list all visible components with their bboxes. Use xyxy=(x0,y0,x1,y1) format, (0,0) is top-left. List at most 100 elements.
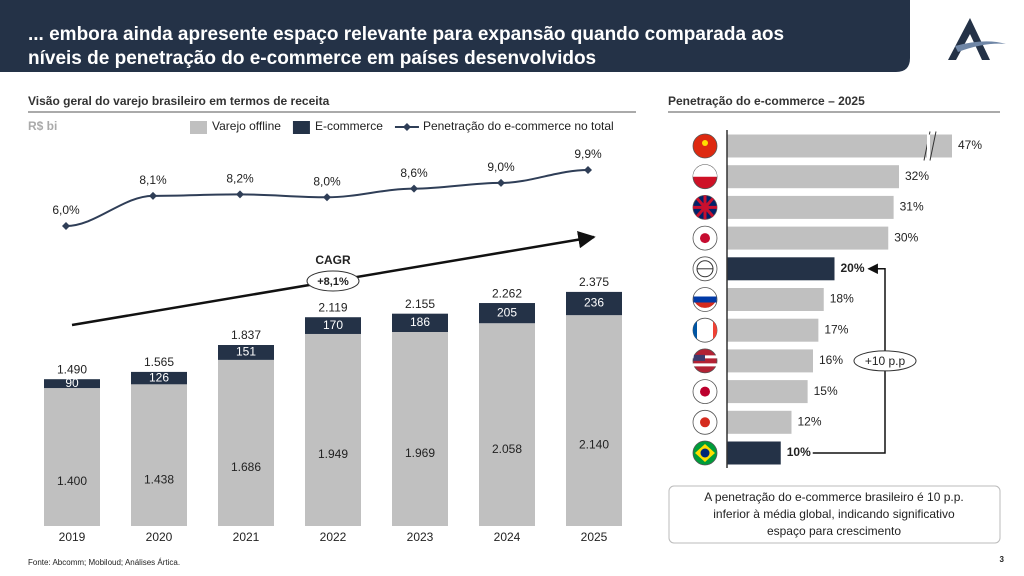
value-label: 47% xyxy=(958,138,982,152)
bar xyxy=(727,410,792,434)
bar-label: 90 xyxy=(65,376,79,390)
bar xyxy=(727,380,808,404)
bracket-label: +10 p.p xyxy=(865,354,906,368)
bar-segment xyxy=(566,291,622,316)
bar-segment xyxy=(479,323,535,526)
legend-swatch xyxy=(190,121,207,134)
x-tick-label: 2019 xyxy=(59,530,86,544)
total-label: 1.565 xyxy=(144,355,174,369)
total-label: 2.262 xyxy=(492,286,522,300)
total-label: 2.155 xyxy=(405,297,435,311)
flag xyxy=(692,256,718,282)
flag xyxy=(692,440,718,466)
bar-segment xyxy=(392,313,448,333)
bar-label: 126 xyxy=(149,370,169,384)
bar-label: 1.400 xyxy=(57,474,87,488)
bar xyxy=(727,349,813,373)
bar-label: 170 xyxy=(323,318,343,332)
line-label: 8,6% xyxy=(400,166,428,180)
x-tick-label: 2023 xyxy=(407,530,434,544)
bar-segment xyxy=(44,388,100,526)
bar-segment xyxy=(44,379,100,389)
bar xyxy=(727,441,781,465)
flag-part xyxy=(695,302,715,308)
flag xyxy=(692,194,718,220)
value-label: 15% xyxy=(814,384,838,398)
line-marker xyxy=(149,191,157,200)
bar-label: 1.686 xyxy=(231,460,261,474)
chart-title: Visão geral do varejo brasileiro em term… xyxy=(28,94,330,108)
total-label: 1.837 xyxy=(231,328,261,342)
bar xyxy=(727,257,835,281)
unit-label: R$ bi xyxy=(28,119,57,133)
bar-segment xyxy=(218,345,274,360)
note-text: espaço para crescimento xyxy=(767,524,901,538)
flag xyxy=(692,164,718,190)
bar-label: 186 xyxy=(410,315,430,329)
axis-break-gap xyxy=(927,134,930,158)
value-label: 18% xyxy=(830,292,854,306)
header-title: ... embora ainda apresente espaço releva… xyxy=(28,24,784,45)
flag xyxy=(692,133,718,159)
flag-part xyxy=(700,233,710,244)
bar xyxy=(727,318,819,342)
flag xyxy=(692,287,718,312)
flag xyxy=(692,379,718,405)
bar-label: 236 xyxy=(584,296,604,310)
line-marker xyxy=(236,190,244,199)
header-title: níveis de penetração do e-commerce em pa… xyxy=(28,48,596,69)
bar-label: 151 xyxy=(236,345,256,359)
cagr-bubble xyxy=(306,270,360,292)
line-label: 8,1% xyxy=(139,173,167,187)
bar xyxy=(727,165,899,189)
x-tick-label: 2025 xyxy=(581,530,608,544)
x-tick-label: 2022 xyxy=(320,530,347,544)
value-label: 31% xyxy=(900,200,924,214)
flag xyxy=(692,317,718,343)
bar-label: 1.969 xyxy=(405,446,435,460)
flag-part xyxy=(700,448,710,458)
legend-label: Varejo offline xyxy=(212,119,281,133)
flag-part xyxy=(692,321,697,340)
bar-label: 1.949 xyxy=(318,447,348,461)
source: Fonte: Abcomm; Mobiloud; Análises Ártica… xyxy=(28,558,180,567)
bar-segment xyxy=(305,333,361,526)
flag-part xyxy=(713,321,718,340)
line-marker xyxy=(497,178,505,187)
bar-segment xyxy=(305,317,361,334)
flag xyxy=(692,409,718,435)
flag xyxy=(692,348,718,374)
logo xyxy=(948,18,1006,60)
cagr-value: +8,1% xyxy=(317,276,349,288)
flag-part xyxy=(700,386,710,397)
bar xyxy=(727,195,894,219)
line-marker xyxy=(62,222,70,230)
bar-segment xyxy=(218,359,274,526)
bar-label: 1.438 xyxy=(144,472,174,486)
x-tick-label: 2024 xyxy=(494,530,521,544)
chart-title: Penetração do e-commerce – 2025 xyxy=(668,94,865,108)
line-marker xyxy=(323,193,331,202)
legend-label: Penetração do e-commerce no total xyxy=(423,119,614,133)
total-label: 1.490 xyxy=(57,362,87,376)
value-label: 10% xyxy=(787,445,811,459)
legend-label: E-commerce xyxy=(315,119,383,133)
bar xyxy=(727,288,824,311)
flag-part xyxy=(693,354,705,361)
line-label: 8,2% xyxy=(226,172,254,186)
flag-part xyxy=(693,195,717,220)
bar-label: 205 xyxy=(497,305,517,319)
line-marker xyxy=(584,166,592,174)
note-text: inferior à média global, indicando signi… xyxy=(713,507,955,521)
value-label: 20% xyxy=(841,261,865,275)
header-band xyxy=(0,0,910,72)
bar-segment xyxy=(566,315,622,526)
bracket-bubble xyxy=(853,350,917,372)
bar xyxy=(727,134,952,158)
bar xyxy=(727,226,889,250)
line-marker xyxy=(410,184,418,193)
note-text: A penetração do e-commerce brasileiro é … xyxy=(704,490,963,504)
flag-part xyxy=(700,417,710,428)
total-label: 2.375 xyxy=(579,275,609,289)
